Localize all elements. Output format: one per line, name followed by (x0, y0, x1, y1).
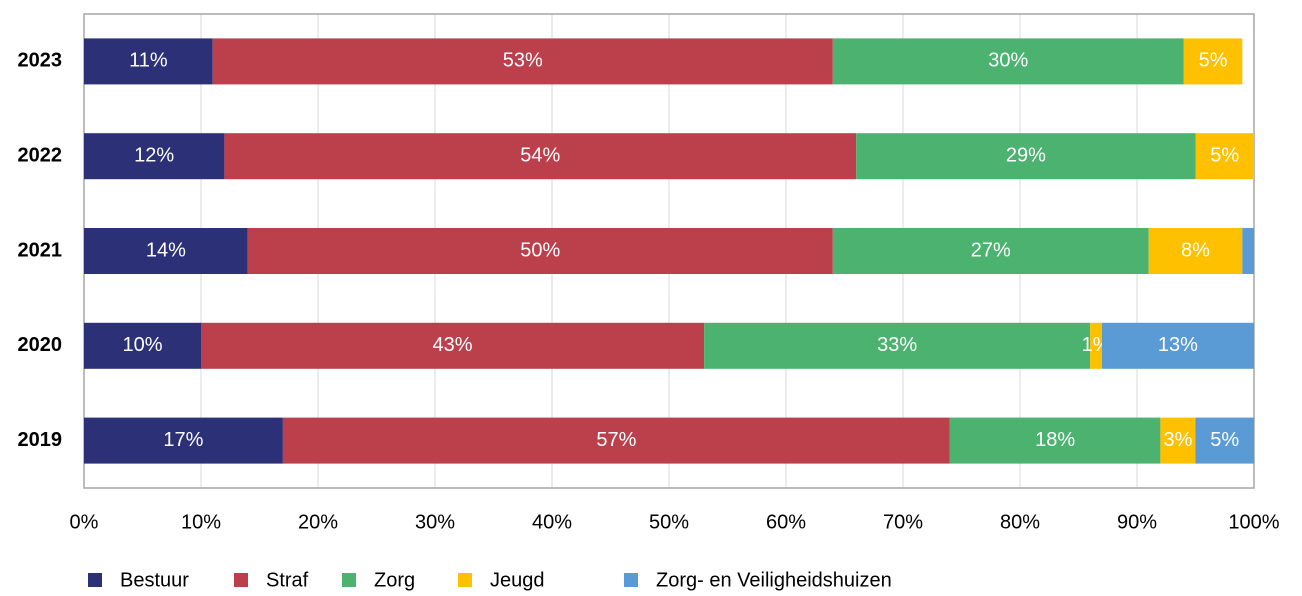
bar-segment (832, 38, 1184, 85)
value-label: 5% (1210, 429, 1239, 451)
legend-swatch (234, 573, 248, 587)
x-tick-label: 30% (415, 511, 455, 533)
value-label: 10% (122, 334, 162, 356)
bar-segment (247, 228, 833, 274)
y-tick-label: 2022 (18, 144, 63, 166)
bar-segment (282, 417, 950, 464)
x-tick-label: 20% (298, 511, 338, 533)
bar-segment (84, 133, 225, 180)
bar-segment (1101, 322, 1254, 369)
y-tick-label: 2020 (18, 334, 63, 356)
value-label: 3% (1163, 429, 1192, 451)
bar-segment (212, 38, 833, 85)
bar-segment (1183, 38, 1243, 85)
bar-segment (201, 322, 705, 369)
value-label: 33% (877, 334, 917, 356)
x-tick-label: 100% (1228, 511, 1279, 533)
bar-segment (84, 322, 201, 369)
value-label: 5% (1210, 144, 1239, 166)
value-label: 57% (596, 429, 636, 451)
x-tick-label: 60% (766, 511, 806, 533)
bar-segment (1148, 228, 1243, 274)
legend-label: Bestuur (120, 569, 189, 591)
value-label: 43% (433, 334, 473, 356)
bar-segment (224, 133, 857, 180)
value-label: 18% (1035, 429, 1075, 451)
bar-segment (1195, 417, 1254, 464)
legend-label: Straf (266, 569, 309, 591)
bar-segment (1242, 228, 1254, 274)
value-label: 8% (1181, 239, 1210, 261)
value-label: 53% (503, 50, 543, 72)
x-tick-label: 50% (649, 511, 689, 533)
value-label: 13% (1158, 334, 1198, 356)
y-tick-label: 2023 (18, 50, 63, 72)
x-tick-label: 80% (1000, 511, 1040, 533)
x-tick-label: 90% (1117, 511, 1157, 533)
x-tick-label: 70% (883, 511, 923, 533)
legend-label: Jeugd (490, 569, 545, 591)
y-tick-label: 2019 (18, 429, 63, 451)
legend-swatch (458, 573, 472, 587)
legend-swatch (624, 573, 638, 587)
x-tick-label: 10% (181, 511, 221, 533)
value-label: 17% (163, 429, 203, 451)
legend-swatch (342, 573, 356, 587)
bar-segment (1160, 417, 1196, 464)
bar-segment (856, 133, 1196, 180)
legend-swatch (88, 573, 102, 587)
value-label: 30% (988, 50, 1028, 72)
bar-segment (949, 417, 1161, 464)
value-label: 14% (146, 239, 186, 261)
bar-segment (832, 228, 1149, 274)
bar-segment (1195, 133, 1254, 180)
bar-segment (84, 38, 213, 85)
value-label: 29% (1006, 144, 1046, 166)
bar-segment (704, 322, 1091, 369)
bar-segment (84, 228, 248, 274)
legend-label: Zorg- en Veiligheidshuizen (656, 569, 892, 591)
x-tick-label: 0% (70, 511, 99, 533)
bar-segment (1090, 322, 1102, 369)
value-label: 50% (520, 239, 560, 261)
y-tick-label: 2021 (18, 239, 63, 261)
value-label: 54% (520, 144, 560, 166)
value-label: 27% (971, 239, 1011, 261)
value-label: 5% (1199, 50, 1228, 72)
bar-segment (84, 417, 283, 464)
legend-label: Zorg (374, 569, 415, 591)
x-tick-label: 40% (532, 511, 572, 533)
value-label: 11% (129, 50, 168, 72)
value-label: 12% (134, 144, 174, 166)
